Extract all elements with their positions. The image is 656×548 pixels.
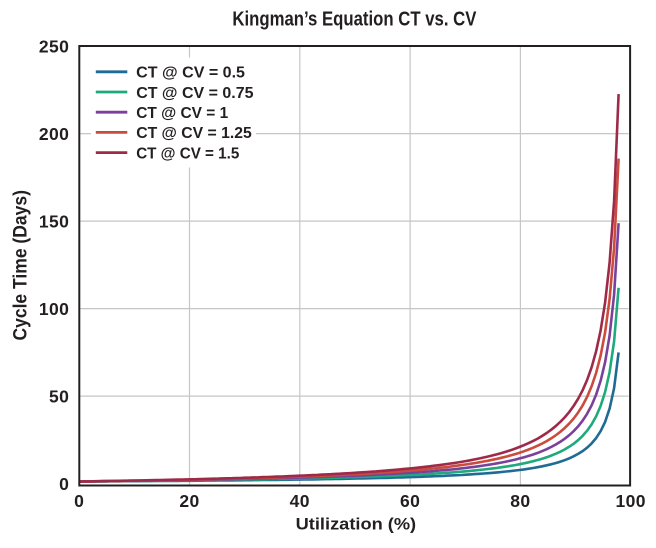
svg-text:60: 60	[400, 491, 420, 511]
svg-text:50: 50	[49, 386, 69, 406]
svg-text:Cycle Time (Days): Cycle Time (Days)	[10, 190, 32, 341]
svg-text:40: 40	[290, 491, 310, 511]
svg-text:20: 20	[179, 491, 199, 511]
svg-text:CT @ CV = 1.25: CT @ CV = 1.25	[136, 125, 252, 142]
svg-text:CT @ CV = 1: CT @ CV = 1	[136, 105, 228, 122]
svg-text:CT @ CV = 0.5: CT @ CV = 0.5	[136, 65, 245, 82]
svg-text:100: 100	[39, 299, 69, 319]
svg-text:CT @ CV = 1.5: CT @ CV = 1.5	[136, 145, 239, 162]
svg-text:Kingman’s Equation CT vs. CV: Kingman’s Equation CT vs. CV	[232, 9, 477, 31]
svg-text:CT @ CV = 0.75: CT @ CV = 0.75	[136, 85, 253, 102]
svg-text:150: 150	[39, 211, 69, 231]
svg-text:Utilization (%): Utilization (%)	[296, 515, 417, 534]
svg-text:80: 80	[510, 491, 530, 511]
svg-text:0: 0	[74, 491, 84, 511]
svg-text:0: 0	[59, 474, 69, 494]
svg-text:200: 200	[39, 124, 69, 144]
svg-text:100: 100	[615, 491, 645, 511]
svg-text:250: 250	[39, 36, 69, 56]
